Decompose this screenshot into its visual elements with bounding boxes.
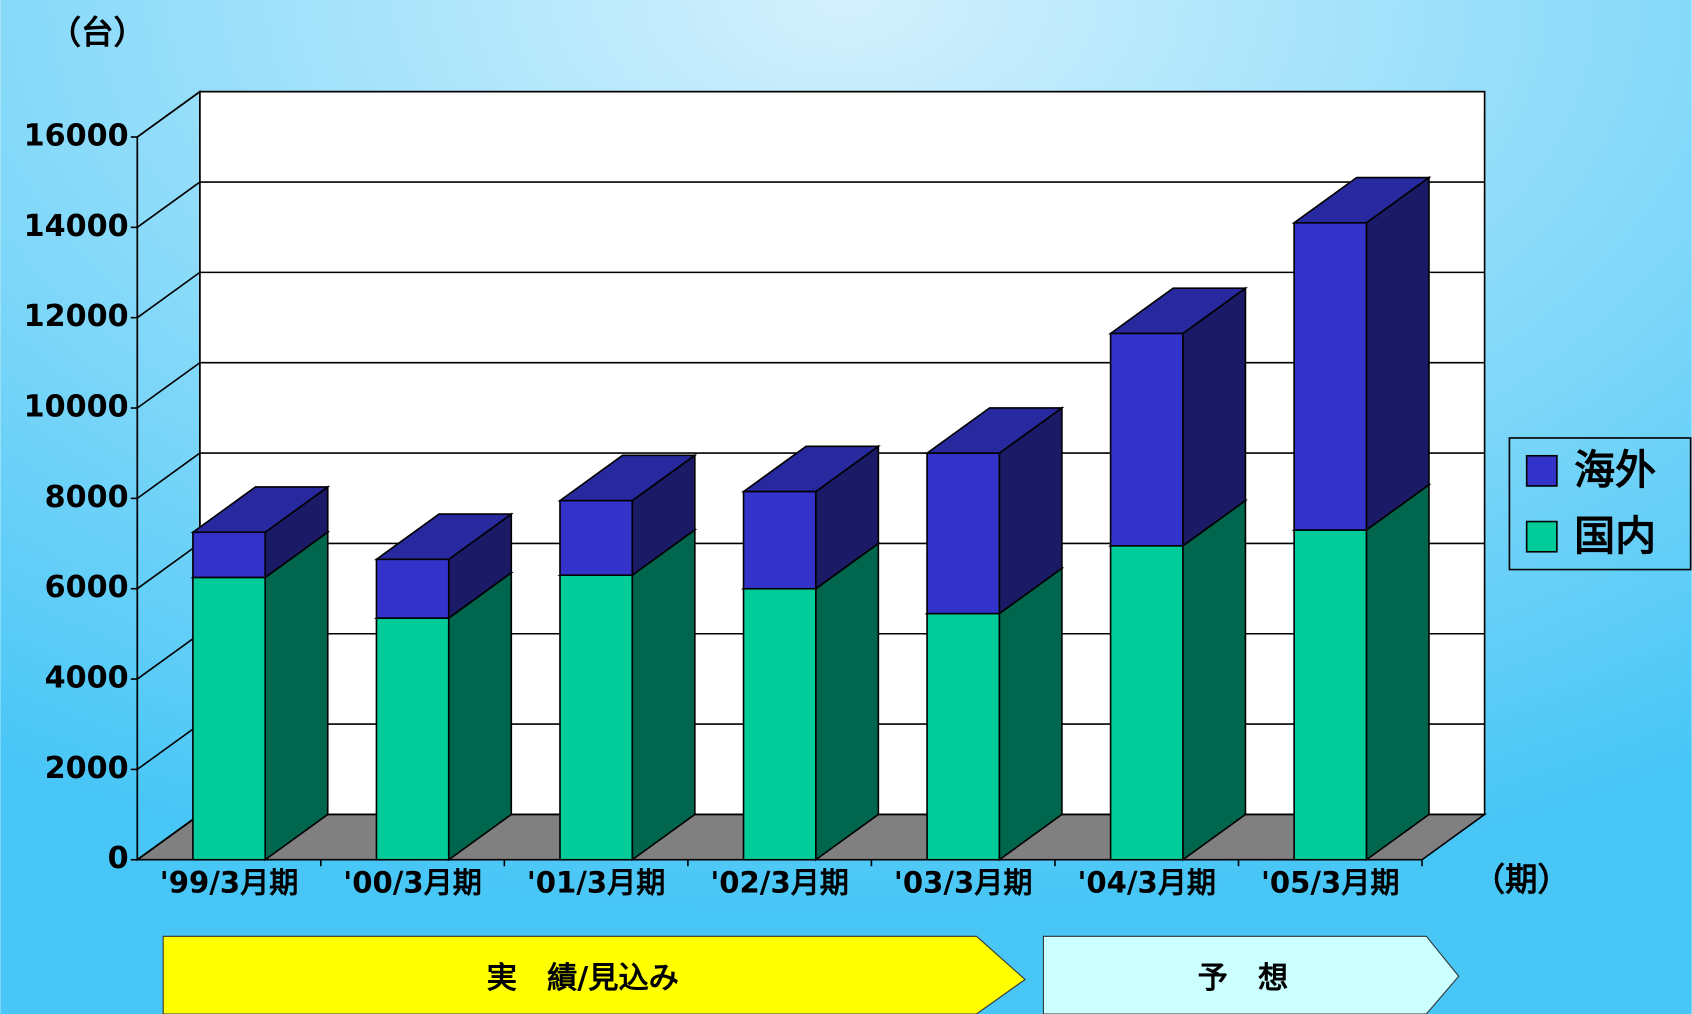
bar [1109, 332, 1184, 547]
bar [559, 499, 634, 576]
bar [1109, 544, 1184, 861]
bar [559, 574, 634, 861]
legend-label: 国内 [1574, 512, 1656, 560]
bar-side [998, 566, 1063, 862]
grid-line-side [136, 542, 201, 590]
bar [192, 576, 266, 861]
bar-side [264, 530, 329, 862]
y-tick-label: 8000 [45, 480, 129, 515]
x-tick-label: '00/3月期 [343, 866, 482, 900]
grid-line-side [136, 181, 201, 228]
bar-side [1182, 498, 1247, 862]
bar [1293, 222, 1368, 531]
legend-label: 海外 [1574, 446, 1656, 494]
actual-banner [162, 935, 1026, 1014]
y-tick-label: 14000 [24, 209, 129, 244]
y-tick-label: 2000 [45, 751, 129, 786]
x-tick-label: '02/3月期 [710, 866, 849, 900]
bar-side [1365, 483, 1430, 862]
bar [742, 587, 817, 861]
x-tick-label: '05/3月期 [1261, 866, 1400, 900]
y-tick-label: 0 [108, 841, 129, 876]
grid-line-side [136, 723, 201, 771]
grid-line-side [136, 362, 201, 409]
bar [926, 612, 1001, 861]
bar-side [1365, 175, 1430, 532]
y-tick-label: 12000 [24, 299, 129, 334]
grid-line-side [136, 271, 201, 319]
x-tick-label: '99/3月期 [160, 866, 299, 900]
legend-swatch [1525, 454, 1558, 487]
actual-label: 実 績/見込み [487, 961, 679, 996]
y-tick-label: 16000 [24, 118, 129, 153]
x-tick-label: '01/3月期 [527, 866, 666, 900]
bar [375, 617, 450, 861]
grid-line-side [136, 813, 201, 861]
x-tick-label: '03/3月期 [894, 866, 1033, 900]
forecast-label: 予 想 [1198, 961, 1289, 996]
grid-line-side [136, 633, 201, 680]
legend-box [1508, 437, 1692, 571]
y-tick-label: 6000 [45, 570, 129, 605]
legend-swatch [1525, 520, 1558, 553]
bar [926, 452, 1001, 615]
bar [375, 558, 450, 619]
y-tick-label: 4000 [45, 661, 129, 696]
grid-line-side [136, 91, 201, 138]
bar-side [631, 528, 696, 862]
bar [1293, 529, 1368, 861]
y-tick-label: 10000 [24, 390, 129, 425]
y-unit-label: （台） [49, 14, 146, 52]
bar-side [814, 541, 880, 862]
x-unit-label: （期） [1473, 860, 1570, 898]
bar-side [447, 571, 513, 862]
bar [192, 531, 266, 579]
grid-line-side [136, 452, 201, 500]
x-tick-label: '04/3月期 [1077, 866, 1216, 900]
forecast-banner [1042, 935, 1460, 1014]
bar [742, 490, 817, 590]
